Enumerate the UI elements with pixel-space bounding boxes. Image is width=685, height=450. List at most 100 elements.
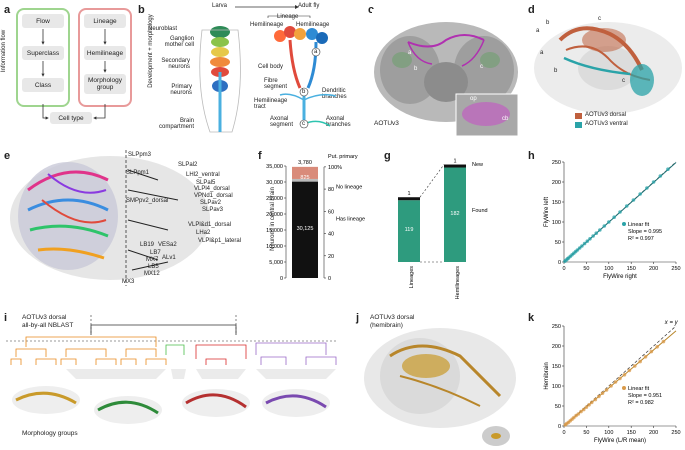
g-ann-found: Found [472,208,488,214]
g-ann-new: New [472,162,483,168]
h-point [582,241,587,246]
legend-swatch-dorsal [575,113,582,119]
k-point [581,407,586,412]
h-y-tick-label: 150 [552,200,561,206]
panel-label-k: k [528,312,535,324]
panel-label-i: i [4,312,8,324]
i-subtitle: all-by-all NBLAST [22,322,74,329]
e-label-LB19: LB19 [140,242,155,248]
fibre-segment-label: Fibre segment [264,78,288,90]
d-letter-b2: b [554,68,558,74]
h-x-tick-label: 150 [627,266,636,272]
g-found-value: 119 [405,227,414,233]
cell-body-label: Cell body [258,64,284,70]
c-letter-a2: a [408,50,412,56]
g-bar-new-0 [398,197,420,201]
h-point [598,228,602,232]
h-y-tick-label: 50 [555,240,561,246]
morphology-group-box: Morphology group [84,74,126,94]
h-y-tick-label: 200 [552,180,561,186]
panel-label-c: c [368,4,375,16]
legend-ventral: AOTUv3 ventral [585,121,628,127]
h-x-tick-label: 250 [671,266,680,272]
k-point [632,364,637,368]
f-right-tick-label: 60 [328,209,334,215]
h-y-tick-label: 0 [558,260,561,266]
h-point [585,239,590,243]
k-point [593,397,598,402]
brain-compartment-label: Brain compartment [158,118,194,130]
g-new-value: 1 [453,159,456,165]
c-letter-b1: b [396,20,400,26]
k-xlabel: FlyWire (L/R mean) [594,438,646,444]
hemilineage-left-label: Hemilineage [250,22,284,28]
h-legend: Linear fit [628,222,650,228]
e-label-VPNd1-dorsal: VPNd1_dorsal [194,193,233,199]
legend-swatch-ventral [575,122,582,128]
e-label-SLPal5: SLPal5 [196,180,216,186]
g-dash-top [419,164,445,198]
e-label-MX12: MX12 [144,271,160,277]
e-label-MX3: MX3 [122,279,135,285]
hemilineage-right-label: Hemilineage [296,22,330,28]
lineage-count-chart: 119 1 Lineages 182 1 Hemilineages New Found [398,159,488,299]
k-point [600,391,605,395]
e-label-VLPl-d1-dorsal: VLPl&d1_dorsal [188,222,232,228]
class-box: Class [22,78,64,92]
flywire-hemibrain-scatter: 00 50 50 100 100 150 150 200 200 250 250 FlyWire (L… [544,320,681,444]
lineage-box: Lineage [84,14,126,28]
h-point [588,237,592,241]
k-slope: Slope = 0.951 [628,393,662,399]
f-ann-has-lineage: Has lineage [336,216,365,222]
dendritic-branches-label: Dendritic branches [322,88,347,100]
axonal-branches-label: Axonal branches [326,116,351,128]
h-point [612,215,616,219]
k-y-tick-label: 50 [555,404,561,410]
h-point [618,210,622,214]
f-tick-label: 30,000 [266,180,283,186]
k-r2: R² = 0.982 [628,400,654,406]
e-label-LB5: LB5 [148,264,159,270]
f-right-tick-label: 80 [328,187,334,193]
k-point [609,384,613,388]
h-point [666,167,670,171]
flywire-left-right-scatter: 00 50 50 100 100 150 150 200 200 250 250 FlyWire ri… [544,160,681,280]
f-tick-label: 20,000 [266,212,283,218]
h-point [602,224,607,228]
panel-label-b: b [138,4,145,16]
h-x-tick-label: 50 [583,266,589,272]
larva-label: Larva [212,3,228,9]
h-point [638,192,642,196]
cell-type-box: Cell type [50,112,92,124]
k-point [627,368,632,373]
k-point [622,373,627,377]
k-x-tick-label: 150 [627,430,636,436]
k-point [579,409,583,414]
e-label-SLPpm3: SLPpm3 [128,152,152,158]
k-xy-label: x = y [664,320,679,326]
neuron-count-chart: 0 5,000 10,000 15,000 20,000 25,000 30,000 35,0… [266,154,365,282]
hemilineage-box: Hemilineage [84,46,126,60]
k-y-tick-label: 150 [552,364,561,370]
f-mid-value: 825 [300,175,309,181]
h-ylabel: FlyWire left [544,197,550,227]
d-letter-a1: a [536,28,540,34]
panel-a-arrows [41,29,107,120]
f-right-tick-label: 20 [328,254,334,260]
h-point [645,186,649,190]
k-y-tick-label: 200 [552,344,561,350]
h-r2: R² = 0.997 [628,236,654,242]
secondary-neurons-label: Secondary neurons [161,58,190,70]
hemibrain-render [364,328,516,446]
c-letter-c2: c [480,64,483,70]
h-y-tick-label: 250 [552,160,561,166]
h-slope: Slope = 0.995 [628,229,662,235]
k-legend: Linear fit [628,386,650,392]
h-x-tick-label: 0 [562,266,565,272]
k-point [597,394,601,399]
legend-dorsal: AOTUv3 dorsal [585,112,627,118]
k-x-tick-label: 50 [583,430,589,436]
e-label-SLPav3: SLPav3 [202,207,224,213]
f-tick-label: 5,000 [269,260,283,266]
e-label-ALv1: ALv1 [162,255,176,261]
